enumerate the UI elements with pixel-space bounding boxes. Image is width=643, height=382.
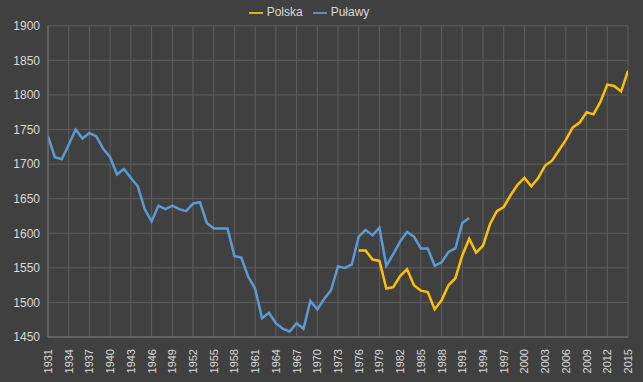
svg-text:1958: 1958 xyxy=(228,349,240,373)
html-text:Puławy: Puławy xyxy=(330,5,370,19)
svg-text:1600: 1600 xyxy=(13,227,40,241)
svg-text:1994: 1994 xyxy=(477,349,489,373)
svg-text:1931: 1931 xyxy=(42,349,54,373)
svg-text:1955: 1955 xyxy=(208,349,220,373)
svg-text:1997: 1997 xyxy=(498,349,510,373)
svg-text:1750: 1750 xyxy=(13,123,40,137)
svg-text:1952: 1952 xyxy=(187,349,199,373)
svg-text:2000: 2000 xyxy=(518,349,530,373)
svg-text:1967: 1967 xyxy=(291,349,303,373)
svg-text:1940: 1940 xyxy=(104,349,116,373)
svg-text:1964: 1964 xyxy=(270,349,282,373)
svg-text:1949: 1949 xyxy=(166,349,178,373)
svg-text:1800: 1800 xyxy=(13,88,40,102)
svg-text:1961: 1961 xyxy=(249,349,261,373)
svg-text:1450: 1450 xyxy=(13,330,40,344)
svg-text:1988: 1988 xyxy=(436,349,448,373)
svg-text:1650: 1650 xyxy=(13,192,40,206)
svg-text:1973: 1973 xyxy=(332,349,344,373)
svg-text:1550: 1550 xyxy=(13,261,40,275)
svg-text:1976: 1976 xyxy=(353,349,365,373)
svg-text:1970: 1970 xyxy=(311,349,323,373)
svg-text:2009: 2009 xyxy=(581,349,593,373)
svg-text:1943: 1943 xyxy=(125,349,137,373)
svg-text:1900: 1900 xyxy=(13,19,40,33)
svg-text:1934: 1934 xyxy=(63,349,75,373)
svg-text:2015: 2015 xyxy=(622,349,634,373)
svg-text:1946: 1946 xyxy=(146,349,158,373)
svg-text:1850: 1850 xyxy=(13,54,40,68)
svg-text:1979: 1979 xyxy=(373,349,385,373)
html-text:Polska: Polska xyxy=(266,5,303,19)
svg-text:2012: 2012 xyxy=(601,349,613,373)
svg-text:1985: 1985 xyxy=(415,349,427,373)
svg-text:1982: 1982 xyxy=(394,349,406,373)
svg-text:2006: 2006 xyxy=(560,349,572,373)
svg-text:1937: 1937 xyxy=(83,349,95,373)
svg-text:1700: 1700 xyxy=(13,157,40,171)
svg-text:2003: 2003 xyxy=(539,349,551,373)
svg-text:1991: 1991 xyxy=(456,349,468,373)
svg-text:1500: 1500 xyxy=(13,296,40,310)
